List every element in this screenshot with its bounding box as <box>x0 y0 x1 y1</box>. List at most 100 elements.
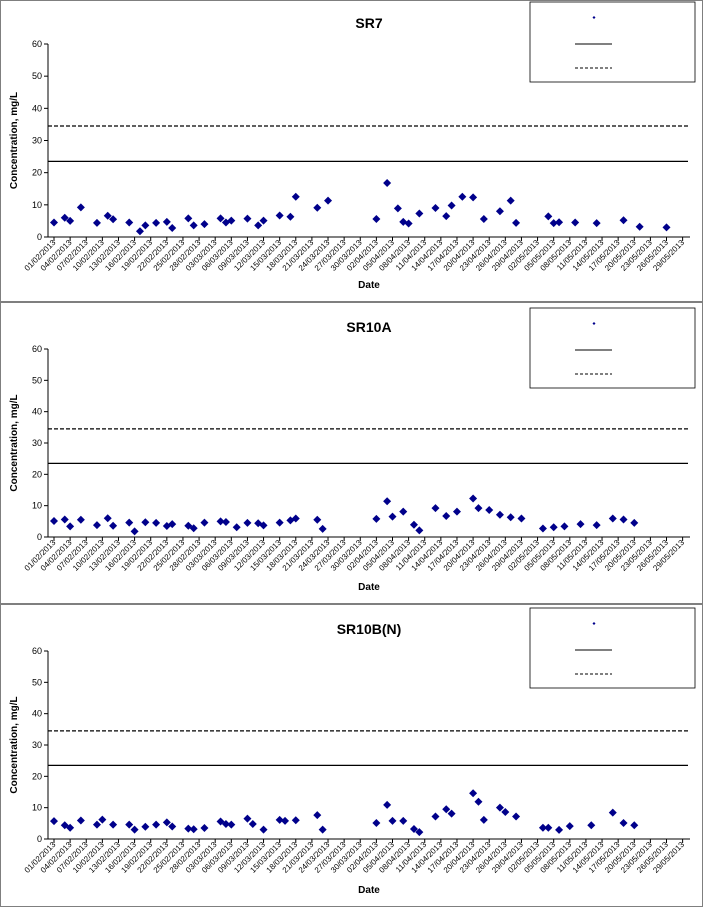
data-point <box>313 811 322 820</box>
y-tick-label: 30 <box>32 740 42 750</box>
data-point <box>281 816 290 825</box>
data-point <box>506 513 515 522</box>
data-point <box>168 822 177 831</box>
data-point <box>92 820 101 829</box>
data-point <box>162 818 171 827</box>
data-point <box>216 214 225 223</box>
data-point <box>447 809 456 818</box>
data-point <box>619 515 628 524</box>
data-point <box>565 822 574 831</box>
y-tick-label: 60 <box>32 39 42 49</box>
data-point <box>560 522 569 531</box>
data-point <box>549 219 558 228</box>
data-point <box>592 521 601 530</box>
data-point <box>538 823 547 832</box>
data-point <box>495 207 504 216</box>
y-tick-label: 0 <box>37 834 42 844</box>
data-point <box>479 815 488 824</box>
data-point <box>324 196 333 205</box>
y-axis-label: Concentration, mg/L <box>9 92 20 189</box>
data-point <box>92 218 101 227</box>
data-point <box>399 816 408 825</box>
data-point <box>60 515 69 524</box>
data-point <box>409 520 418 529</box>
data-point <box>485 506 494 515</box>
legend-box <box>529 307 696 389</box>
data-point <box>415 209 424 218</box>
data-point <box>243 814 252 823</box>
x-axis-label: Date <box>358 582 380 593</box>
data-point <box>227 820 236 829</box>
data-point <box>474 797 483 806</box>
data-point <box>275 211 284 220</box>
data-point <box>216 817 225 826</box>
data-point <box>76 816 85 825</box>
chart-panel-1: SR7 0 10 20 30 40 50 60 01/02/2013 04/02/2013 07/0… <box>0 0 703 302</box>
data-point <box>184 214 193 223</box>
data-point <box>248 819 257 828</box>
y-tick-label: 10 <box>32 803 42 813</box>
data-point <box>313 515 322 524</box>
y-tick-label: 50 <box>32 71 42 81</box>
data-point <box>372 819 381 828</box>
data-point <box>318 524 327 533</box>
chart-panel-3: SR10B(N) 0 10 20 30 40 50 60 01/02/2013 04/02/201… <box>0 604 703 907</box>
data-point <box>125 218 134 227</box>
data-point <box>431 812 440 821</box>
data-point <box>275 815 284 824</box>
data-point <box>495 803 504 812</box>
data-point <box>259 825 268 834</box>
data-point <box>275 518 284 527</box>
data-point <box>501 808 510 817</box>
data-point <box>200 220 209 229</box>
data-point <box>442 805 451 814</box>
data-point <box>141 221 150 230</box>
data-point <box>458 192 467 201</box>
data-point <box>479 214 488 223</box>
data-point <box>243 518 252 527</box>
data-point <box>162 522 171 531</box>
data-point <box>544 823 553 832</box>
data-point <box>92 521 101 530</box>
data-point <box>130 825 139 834</box>
y-tick-label: 10 <box>32 501 42 511</box>
data-point <box>399 507 408 516</box>
data-point <box>512 218 521 227</box>
chart-title: SR10B(N) <box>337 621 402 637</box>
legend-marker <box>592 16 596 19</box>
data-point <box>98 815 107 824</box>
data-point <box>635 222 644 231</box>
data-point <box>76 203 85 212</box>
data-point <box>259 521 268 530</box>
data-point <box>200 824 209 833</box>
data-point <box>291 192 300 201</box>
y-tick-label: 60 <box>32 646 42 656</box>
data-point <box>141 518 150 527</box>
data-point <box>555 218 564 227</box>
data-point <box>291 816 300 825</box>
data-point <box>130 527 139 536</box>
data-point <box>189 221 198 230</box>
data-point <box>66 216 75 225</box>
y-tick-label: 20 <box>32 469 42 479</box>
data-point <box>383 497 392 506</box>
data-point <box>469 494 478 503</box>
legend-box <box>529 607 696 689</box>
data-point <box>313 203 322 212</box>
data-point <box>103 514 112 523</box>
data-point <box>286 212 295 221</box>
data-point <box>50 517 58 526</box>
data-point <box>372 514 381 523</box>
data-point <box>388 816 397 825</box>
data-point <box>200 518 209 527</box>
data-point <box>544 212 553 221</box>
data-point <box>243 214 252 223</box>
data-point <box>447 201 456 210</box>
data-point <box>383 178 392 187</box>
data-point <box>60 213 69 222</box>
chart-svg: SR10B(N)010203040506001/02/201304/02/201… <box>0 604 703 907</box>
data-point <box>286 516 295 525</box>
y-tick-label: 0 <box>37 232 42 242</box>
chart-title: SR7 <box>355 15 382 31</box>
